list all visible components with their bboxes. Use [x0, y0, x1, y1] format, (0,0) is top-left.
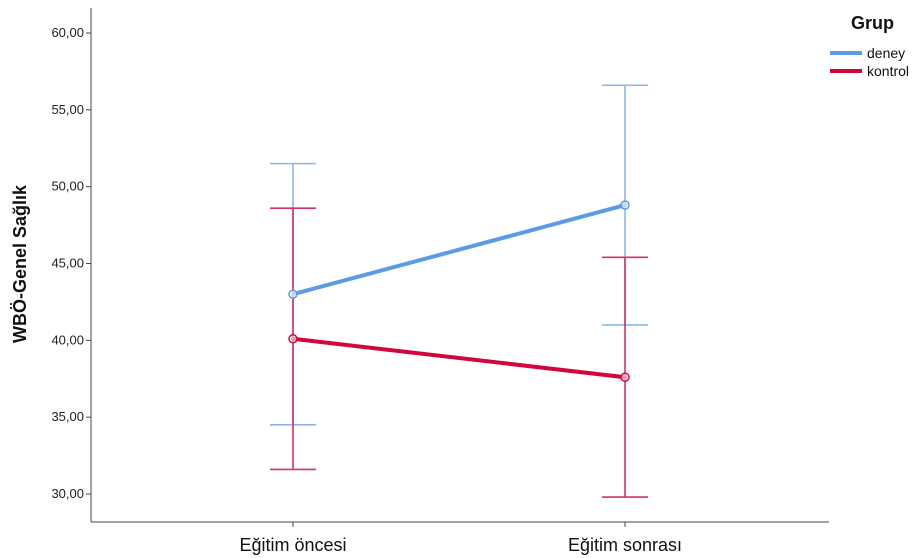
plot-area: 30,00 35,00 40,00 45,00 50,00 55,00 60,00 Eğit… [51, 8, 829, 555]
legend-title: Grup [851, 13, 894, 33]
data-point-kontrol [620, 372, 630, 382]
x-tick-label: Eğitim sonrası [568, 535, 682, 555]
series-lines [291, 203, 627, 380]
x-categories: Eğitim öncesi Eğitim sonrası [239, 522, 682, 555]
error-bars [270, 84, 648, 498]
y-ticks: 30,00 35,00 40,00 45,00 50,00 55,00 60,00 [51, 25, 91, 501]
y-axis-label: WBÖ-Genel Sağlık [10, 184, 30, 343]
series-points [288, 200, 630, 382]
y-tick-label: 40,00 [51, 332, 84, 347]
series-line-kontrol [291, 336, 627, 380]
data-point-deney [288, 289, 298, 299]
series-line-deney [291, 203, 627, 297]
y-tick-label: 45,00 [51, 256, 84, 271]
data-point-deney [620, 200, 630, 210]
x-tick-label: Eğitim öncesi [239, 535, 346, 555]
y-tick-label: 35,00 [51, 409, 84, 424]
y-tick-label: 50,00 [51, 179, 84, 194]
legend-items: deney kontrol [830, 45, 909, 79]
legend-label-kontrol: kontrol [867, 63, 909, 79]
y-tick-label: 55,00 [51, 102, 84, 117]
y-tick-label: 30,00 [51, 486, 84, 501]
legend: Grup deney kontrol [830, 13, 909, 79]
legend-label-deney: deney [867, 45, 905, 61]
data-point-kontrol [288, 334, 298, 344]
y-tick-label: 60,00 [51, 25, 84, 40]
